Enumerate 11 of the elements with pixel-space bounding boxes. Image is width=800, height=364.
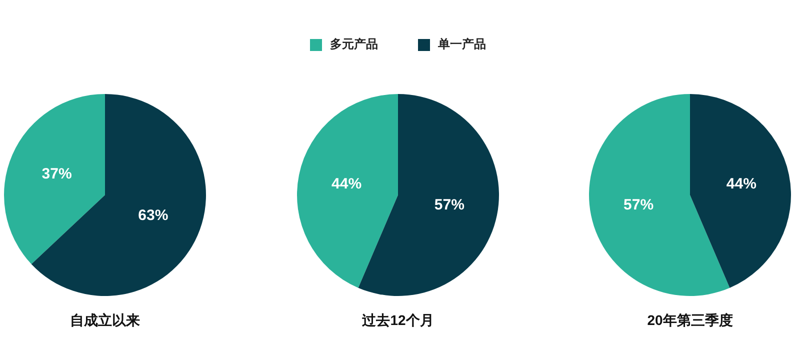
text: 20年第三季度 [646, 312, 734, 330]
data-label: 37% [42, 165, 72, 182]
legend-label: 多元产品 [330, 36, 378, 53]
text: 过去12个月 [361, 312, 435, 330]
data-label: 57% [624, 196, 654, 214]
data-label: 44% [726, 176, 756, 193]
legend-label: 单一产品 [438, 36, 486, 53]
data-label: 63% [138, 207, 168, 224]
text: 自成立以来 [69, 312, 141, 330]
data-label: 44% [332, 176, 362, 193]
data-label: 57% [434, 196, 464, 214]
